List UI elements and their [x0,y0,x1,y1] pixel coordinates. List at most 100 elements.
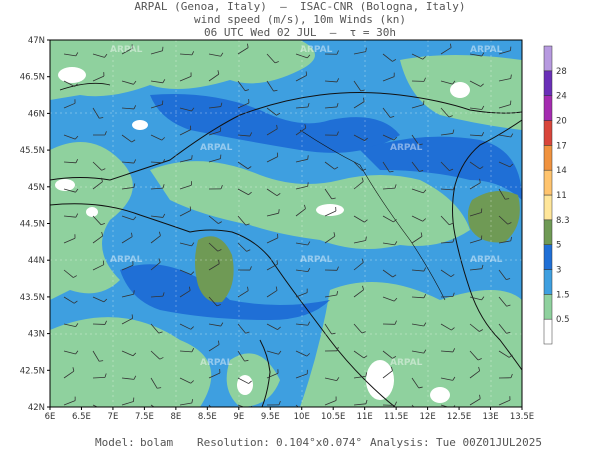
wind-barb-flag [365,47,367,52]
wind-barb [179,402,192,406]
wind-barb-flag [157,387,162,389]
lat-tick-label: 42N [28,403,45,413]
wind-barb [179,377,191,384]
wind-barb [179,350,192,353]
watermark-text: ARPAL [200,143,233,153]
lon-tick-label: 10.5E [321,412,345,422]
wind-barb-flag [188,286,191,291]
wind-barb-flag [277,326,281,330]
watermark-text: ARPAL [110,255,143,265]
wind-barb-flag [158,231,161,236]
wind-barb-flag [190,380,194,384]
wind-barb [469,323,480,332]
wind-barb-flag [75,159,79,163]
wind-barb [63,370,75,379]
wind-barb-flag [133,216,137,221]
wind-barb [353,181,364,190]
wind-barb [353,80,362,92]
wind-barb-flag [479,166,484,170]
wind-barb [150,80,163,84]
wind-barb [498,240,511,244]
wind-barb-flag [510,133,514,138]
wind-barb-flag [278,350,282,355]
wind-barb-flag [220,322,224,327]
wind-barb-flag [190,271,195,275]
wind-barb-flag [217,70,220,75]
lat-tick-label: 42.5N [20,366,45,376]
wind-barb [121,377,134,380]
wind-barb-flag [508,354,513,358]
wind-barb [295,242,308,246]
wind-barb-flag [392,274,397,278]
calm-spot-3 [55,179,75,191]
wind-barb [266,263,278,271]
wind-barb [92,350,100,362]
wind-barb [440,107,450,118]
wind-barb-flag [452,186,456,191]
wind-barb-flag [480,83,484,87]
wind-barb [63,53,76,57]
wind-barb-flag [362,285,364,290]
wind-barb-flag [507,222,512,225]
wind-barb [208,296,218,307]
wind-barb-flag [419,170,424,172]
wind-barb [208,344,220,352]
wind-barb [440,80,453,85]
wind-barb-flag [220,184,223,190]
wind-barb [353,403,366,406]
wind-barb [324,106,337,109]
wind-barb-flag [506,278,511,280]
lat-tick-label: 47N [28,36,45,46]
wind-barb [150,323,160,334]
wind-barb-flag [75,188,79,193]
wind-barb-flag [479,394,481,399]
wind-barb-flag [452,348,456,353]
wind-barb-flag [307,103,310,108]
calm-spot-7 [237,375,253,395]
wind-barb-flag [101,222,106,226]
wind-barb [498,399,511,406]
wind-barb [295,350,308,357]
wind-barb [63,134,76,140]
wind-barb-flag [363,97,365,102]
wind-barb-flag [278,401,281,406]
wind-barb-flag [248,380,252,384]
wind-barb [469,350,479,361]
wind-barb-flag [73,275,77,278]
wind-barb-flag [99,360,104,362]
wind-barb [92,53,105,58]
wind-barb [150,235,161,244]
wind-barb [411,236,423,244]
wind-barb [237,323,246,334]
wind-barb-flag [336,131,339,136]
wind-barb [121,350,134,357]
wind-barb [324,294,337,298]
wind-barb-flag [360,89,365,92]
wind-barb-flag [276,193,281,196]
wind-barb [440,188,453,191]
wind-barb [295,323,308,326]
wind-barb-flag [364,137,368,141]
wind-barb [469,53,482,57]
wind-barb-flag [220,102,223,107]
wind-barb [266,53,276,64]
coastlines [50,82,522,407]
wind-barb [208,158,221,163]
wind-barb [324,235,336,244]
wind-barb-flag [449,222,454,226]
wind-barb-flag [390,116,395,118]
wind-barb [295,158,308,163]
wind-barb-flag [307,267,311,272]
wind-barb [382,134,395,141]
wind-barb [179,76,192,82]
colorbar-swatch [543,120,553,146]
calm-spot-9 [430,387,450,403]
wind-barb [150,161,163,164]
wind-barb [208,323,221,327]
wind-barb-flag [273,89,278,92]
colorbar-swatch [543,194,553,221]
wind-barb [295,53,308,59]
wind-barb-flag [304,204,306,209]
wind-barb-flag [75,350,79,355]
lon-tick-label: 6.5E [72,412,91,422]
